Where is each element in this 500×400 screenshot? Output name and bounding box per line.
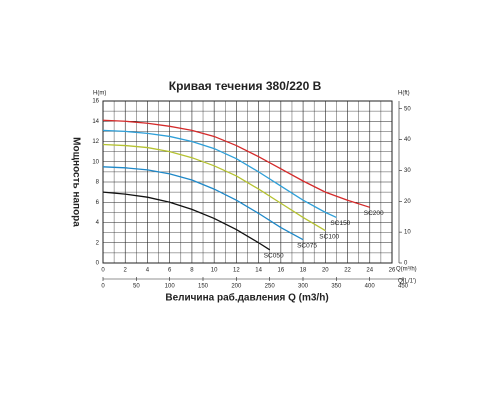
x-tick-label: 20	[322, 268, 329, 274]
chart-title: Кривая течения 380/220 В	[169, 79, 322, 93]
series-label: SC150	[330, 220, 350, 227]
y-tick-label: 8	[96, 180, 100, 186]
x2-tick-label: 350	[331, 284, 342, 290]
y2-tick-label: 50	[404, 106, 411, 112]
series-line	[102, 166, 304, 241]
y2-tick-label: 40	[404, 137, 411, 143]
y-axis-title: Мощность напора	[70, 137, 81, 227]
y-tick-label: 2	[96, 240, 100, 246]
x-unit: Q(m³/h)	[396, 267, 417, 273]
y-tick-label: 16	[92, 99, 99, 105]
x-tick-label: 24	[366, 268, 373, 274]
series-line	[102, 143, 326, 232]
y-tick-label: 10	[92, 159, 99, 165]
x2-tick-label: 450	[398, 284, 409, 290]
x-tick-label: 16	[278, 268, 285, 274]
y2-unit: H(ft)	[398, 91, 410, 97]
y2-tick-label: 30	[404, 168, 411, 174]
y-tick-label: 6	[96, 200, 100, 206]
x2-tick-label: 100	[165, 284, 176, 290]
series-line	[102, 119, 370, 208]
x2-tick-label: 300	[298, 284, 309, 290]
x-tick-label: 8	[190, 268, 194, 274]
x2-tick-label: 50	[133, 284, 140, 290]
series-label: SC100	[319, 233, 339, 240]
x2-tick-label: 200	[231, 284, 242, 290]
series-line	[102, 191, 271, 251]
series-label: SC075	[297, 242, 317, 249]
series-label: SC050	[264, 253, 284, 260]
x-tick-label: 18	[300, 268, 307, 274]
x-tick-label: 0	[101, 268, 105, 274]
x-tick-label: 26	[389, 268, 396, 274]
y-tick-label: 12	[92, 139, 99, 145]
x-tick-label: 2	[124, 268, 128, 274]
y-tick-label: 14	[92, 119, 99, 125]
series-line	[102, 129, 337, 219]
x2-tick-label: 400	[365, 284, 376, 290]
x2-tick-label: 150	[198, 284, 209, 290]
x-tick-label: 22	[344, 268, 351, 274]
y2-tick-label: 20	[404, 199, 411, 205]
series-label: SC200	[364, 210, 384, 217]
y-unit: H(m)	[93, 91, 106, 97]
x2-tick-label: 250	[265, 284, 276, 290]
y-tick-label: 4	[96, 220, 100, 226]
y-tick-label: 0	[96, 261, 100, 267]
x-tick-label: 14	[255, 268, 262, 274]
y2-tick-label: 10	[404, 230, 411, 236]
x-axis-title: Величина раб.давления Q (m3/h)	[165, 292, 328, 304]
x2-tick-label: 0	[101, 284, 105, 290]
y2-tick-label: 0	[404, 261, 408, 267]
plot-frame	[102, 100, 393, 264]
x-tick-label: 12	[233, 268, 240, 274]
x2-unit: Q(L/1')	[398, 279, 416, 285]
x-tick-label: 4	[146, 268, 150, 274]
x-tick-label: 6	[168, 268, 172, 274]
x-tick-label: 10	[211, 268, 218, 274]
